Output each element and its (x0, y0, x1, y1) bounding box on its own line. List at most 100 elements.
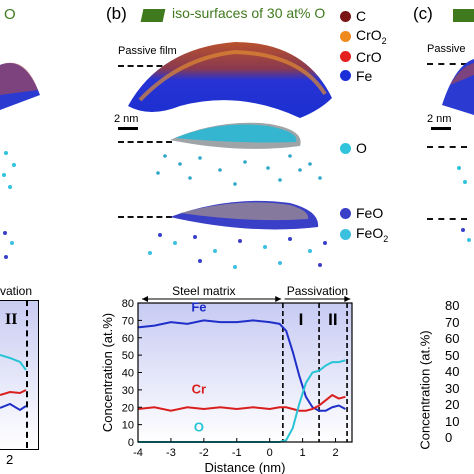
legend-label: C (356, 8, 367, 24)
y-tick: 10 (445, 413, 460, 429)
legend-sub: 2 (383, 233, 389, 244)
circle-icon (340, 30, 351, 42)
scale-bar-label: 2 nm (114, 113, 139, 125)
passive-film-label: Passive film (118, 45, 177, 57)
panel-c-scatter (457, 166, 471, 242)
panel-a-passivation-label: vation (0, 284, 33, 298)
legend-item-feo: FeO (340, 205, 388, 221)
x-tick-label: 0 (267, 447, 273, 459)
legend-sub: 2 (381, 35, 387, 46)
circle-icon (340, 228, 351, 240)
panel-c-swatch (453, 9, 474, 22)
y-tick-label: 40 (122, 368, 134, 380)
legend-label: FeO (356, 225, 384, 241)
y-tick-label: 50 (122, 350, 134, 362)
iso-surface-legend: iso-surfaces of 30 at% O (172, 5, 326, 21)
atom-map-top (128, 42, 332, 118)
legend-label: Fe (356, 67, 373, 84)
passive-film-marker (118, 65, 172, 67)
x-tick-label: 1 (300, 447, 306, 459)
y-tick: 50 (445, 347, 460, 363)
legend-item-c: C (340, 8, 387, 24)
circle-icon (340, 142, 351, 154)
panel-c-marker-2 (427, 146, 467, 148)
panel-a-axis-box (0, 300, 39, 450)
x-tick-label: -2 (199, 447, 209, 459)
arrow-head-left (142, 296, 148, 302)
panel-a-partial: O vation II 2 (0, 0, 70, 474)
legend-label: CrO (356, 27, 382, 43)
x-tick-label: -1 (232, 447, 242, 459)
legend-label: FeO (356, 205, 384, 221)
arrow-head-passivation (344, 296, 351, 302)
y-tick: 70 (445, 314, 460, 330)
panel-a-o-scatter (2, 151, 16, 189)
panel-a-feo-scatter (3, 231, 14, 259)
series-label-cr: Cr (192, 381, 206, 396)
zone-label-ii: II (328, 310, 337, 329)
panel-c-marker-3 (427, 218, 467, 220)
panel-a-boundary (26, 300, 28, 448)
y-tick-label: 80 (122, 298, 134, 310)
panel-c-ylabel: Concentration (at.%) (417, 330, 433, 450)
panel-c-scale-label: 2 nm (427, 113, 452, 125)
y-tick: 30 (445, 380, 460, 396)
atom-map-o (156, 122, 322, 186)
atom-map-feo (148, 200, 327, 269)
series-label-o: O (194, 420, 204, 435)
y-tick: 40 (445, 364, 460, 379)
y-tick-label: 20 (122, 402, 134, 414)
panel-a-lines (0, 354, 27, 412)
x-tick-label: -3 (166, 447, 176, 459)
y-tick: 80 (445, 298, 460, 313)
legend-item-feo2: FeO2 (340, 225, 388, 244)
legend-item-o: O (340, 140, 367, 156)
arrow-head-right (275, 296, 282, 302)
circle-icon (340, 10, 351, 22)
y-tick-label: 30 (122, 385, 134, 397)
plot-background (138, 303, 352, 442)
series-line-cr (137, 393, 346, 412)
circle-icon (340, 70, 351, 82)
feo-map-marker (118, 216, 172, 218)
scale-bar (118, 127, 138, 130)
legend-top: C CrO2 CrO Fe (340, 8, 387, 84)
y-tick-label: 0 (128, 437, 134, 449)
panel-c-atom-map (442, 59, 474, 115)
legend-mid: O (340, 140, 367, 156)
series-line-fe (137, 319, 346, 412)
y-tick: 60 (445, 331, 460, 346)
legend-item-cro: CrO (340, 49, 387, 65)
x-tick-label: 2 (332, 447, 338, 459)
panel-a-tick-2: 2 (6, 452, 14, 467)
legend-label: O (356, 140, 367, 156)
y-axis-label: Concentration (at.%) (100, 313, 115, 432)
panel-a-particle-cloud (0, 62, 40, 110)
series-label-fe: Fe (191, 300, 206, 315)
annotation-passivation: Passivation (287, 284, 348, 298)
y-tick: 20 (445, 397, 460, 412)
y-tick-label: 70 (122, 315, 134, 327)
annotation-steel-matrix: Steel matrix (172, 284, 235, 298)
y-tick: 0 (445, 430, 453, 445)
o-map-marker (118, 141, 172, 143)
panel-c-passive-label: Passive (427, 43, 466, 55)
panel-c-marker-1 (427, 63, 467, 65)
legend-item-fe: Fe (340, 68, 387, 84)
zone-label-i: I (299, 310, 304, 329)
circle-icon (340, 51, 351, 63)
panel-label-c: (c) (413, 4, 433, 23)
legend-item-cro2: CrO2 (340, 27, 387, 46)
panel-a-o-letter: O (4, 6, 16, 23)
y-tick-label: 10 (122, 420, 134, 432)
panel-c-yticks: 80 70 60 50 40 30 20 10 0 (445, 298, 459, 447)
panel-a-zone-ii: II (5, 311, 18, 328)
panel-label-b: (b) (106, 4, 127, 23)
legend-bottom: FeO FeO2 (340, 205, 388, 244)
y-tick-label: 60 (122, 333, 134, 345)
iso-surface-swatch (140, 9, 166, 22)
panel-c-scale-bar (431, 127, 451, 130)
circle-icon (340, 207, 351, 219)
x-axis-label: Distance (nm) (205, 460, 286, 474)
